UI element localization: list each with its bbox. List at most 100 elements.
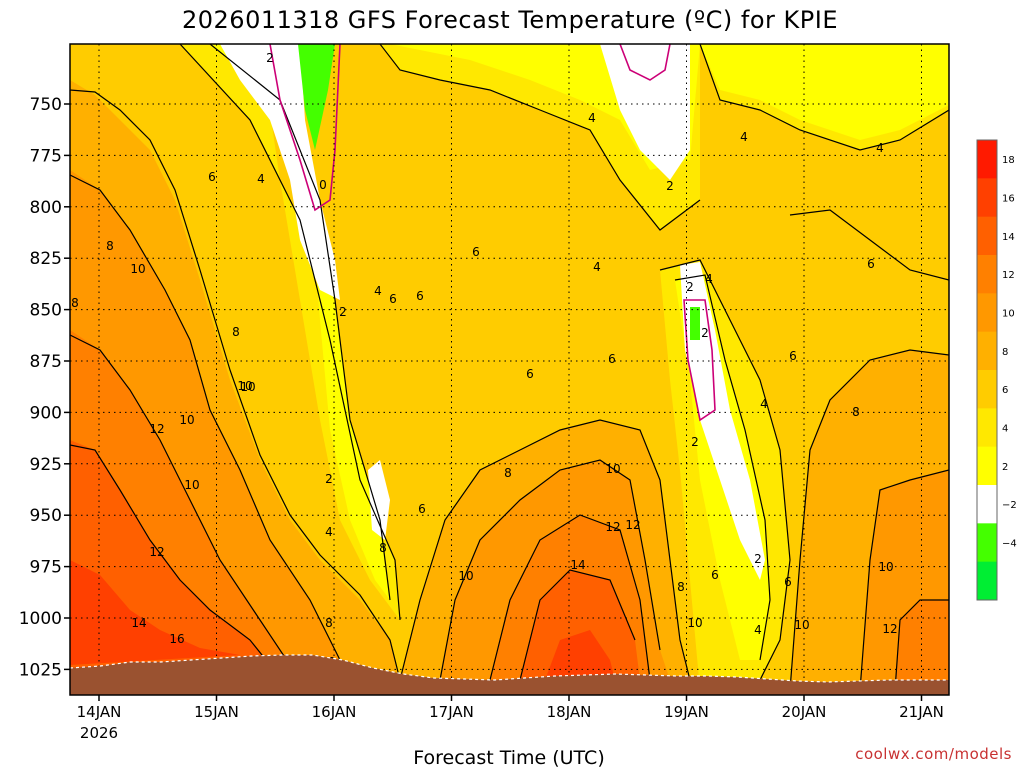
ground-edge-line: [70, 654, 949, 683]
colorbar-segment: [977, 331, 997, 371]
y-tick-label: 975: [30, 558, 62, 578]
contour-label: 4: [257, 172, 265, 186]
plot-area: [70, 44, 949, 695]
colorbar-tick-label: 6: [1002, 385, 1008, 396]
band-2c-right-top: [700, 44, 949, 140]
contour-label: 2: [754, 552, 762, 566]
band-neg2c-left: [298, 44, 335, 150]
contour-line: [659, 259, 791, 681]
contour-label: 2: [686, 280, 694, 294]
contour-label: 8: [677, 580, 685, 594]
contour-label: 10: [458, 569, 473, 583]
contour-label: 10: [179, 413, 194, 427]
contour-line: [379, 44, 701, 231]
contour-label: 12: [605, 520, 620, 534]
colorbar-segment: [977, 140, 997, 179]
colorbar-tick-label: 8: [1002, 347, 1008, 358]
colorbar-tick-label: 12: [1002, 270, 1015, 281]
contour-label: 6: [711, 568, 719, 582]
x-tick-label: 20JAN: [782, 703, 827, 721]
band-0c-small: [368, 460, 390, 540]
band-0c-top: [600, 44, 690, 180]
contour-line: [179, 44, 401, 621]
x-tick-label: 16JAN: [312, 703, 357, 721]
colorbar-segment: [977, 178, 997, 218]
contour-label: 4: [876, 141, 884, 155]
contour-label: 8: [504, 466, 512, 480]
y-tick-label: 1025: [19, 660, 62, 680]
contour-line: [439, 459, 661, 681]
band-0c-center: [680, 262, 765, 580]
chart-title: 2026011318 GFS Forecast Temperature (ºC)…: [182, 6, 838, 34]
contour-label: 4: [740, 130, 748, 144]
band-16c-mid: [545, 630, 615, 680]
contour-label: 10: [237, 379, 252, 393]
colorbar-tick-label: 4: [1002, 424, 1008, 435]
x-tick-label: 14JAN: [77, 703, 122, 721]
colorbar-tick-label: 10: [1002, 309, 1015, 320]
contour-line: [269, 44, 341, 212]
contour-label: 8: [232, 325, 240, 339]
y-tick-label: 950: [30, 506, 62, 526]
x-tick-label: 19JAN: [664, 703, 709, 721]
colorbar-segment: [977, 293, 997, 333]
ground-terrain: [70, 655, 949, 695]
band-16c: [70, 560, 240, 665]
colorbar-segment: [977, 370, 997, 409]
x-axis-label: Forecast Time (UTC): [413, 747, 604, 768]
contour-label: 14: [570, 558, 585, 572]
plot-border: [69, 43, 950, 696]
contour-label: 2: [266, 51, 274, 65]
colorbar-tick-label: 18: [1002, 155, 1015, 166]
contour-line: [70, 89, 401, 681]
grid-lines: [70, 44, 949, 695]
y-tick-label: 850: [30, 301, 62, 321]
contour-label: 4: [325, 525, 333, 539]
contour-label: 10: [794, 618, 809, 632]
contour-label: 6: [789, 349, 797, 363]
contour-label: 12: [149, 545, 164, 559]
colorbar-segment: [977, 255, 997, 294]
x-tick-label: 21JAN: [899, 703, 944, 721]
contour-label: 6: [418, 502, 426, 516]
contour-line: [70, 174, 341, 661]
contour-label: 10: [878, 560, 893, 574]
contour-label: 0: [319, 178, 327, 192]
x-axis-year: 2026: [80, 724, 118, 742]
colorbar-tick-label: 16: [1002, 194, 1015, 205]
contour-label: 8: [379, 541, 387, 555]
band-14c-mid: [520, 570, 640, 680]
y-tick-label: 900: [30, 403, 62, 423]
contour-label: 4: [705, 272, 713, 286]
contour-label: 14: [131, 616, 146, 630]
y-tick-label: 1000: [19, 609, 62, 629]
contour-line: [489, 514, 651, 681]
credit-text[interactable]: coolwx.com/models: [855, 745, 1012, 763]
y-tick-label: 750: [30, 95, 62, 115]
colorbar-border: [976, 139, 998, 601]
band-2c-left: [210, 44, 390, 600]
contour-label: 6: [416, 289, 424, 303]
contour-line: [789, 209, 949, 281]
contour-label: 4: [588, 111, 596, 125]
colorbar-segment: [977, 408, 997, 448]
contour-label: 4: [374, 284, 382, 298]
contour-line: [519, 569, 636, 681]
colorbar-segment: [977, 485, 997, 524]
contour-line: [674, 274, 771, 661]
contour-label: 8: [71, 296, 79, 310]
contour-label: 6: [608, 352, 616, 366]
contour-label: 10: [605, 462, 620, 476]
contour-label: 12: [149, 422, 164, 436]
contour-label: 2: [691, 435, 699, 449]
y-tick-label: 925: [30, 455, 62, 475]
contour-line: [894, 599, 949, 691]
contour-label: 6: [526, 367, 534, 381]
x-axis: 14JAN 15JAN 16JAN 17JAN 18JAN 19JAN 20JAN 21JAN: [77, 695, 944, 721]
y-tick-label: 800: [30, 198, 62, 218]
contour-label: 10: [184, 478, 199, 492]
contour-label: 4: [593, 260, 601, 274]
colorbar-tick-label: −4: [1002, 539, 1017, 550]
y-tick-label: 825: [30, 249, 62, 269]
contour-label: 2: [339, 305, 347, 319]
